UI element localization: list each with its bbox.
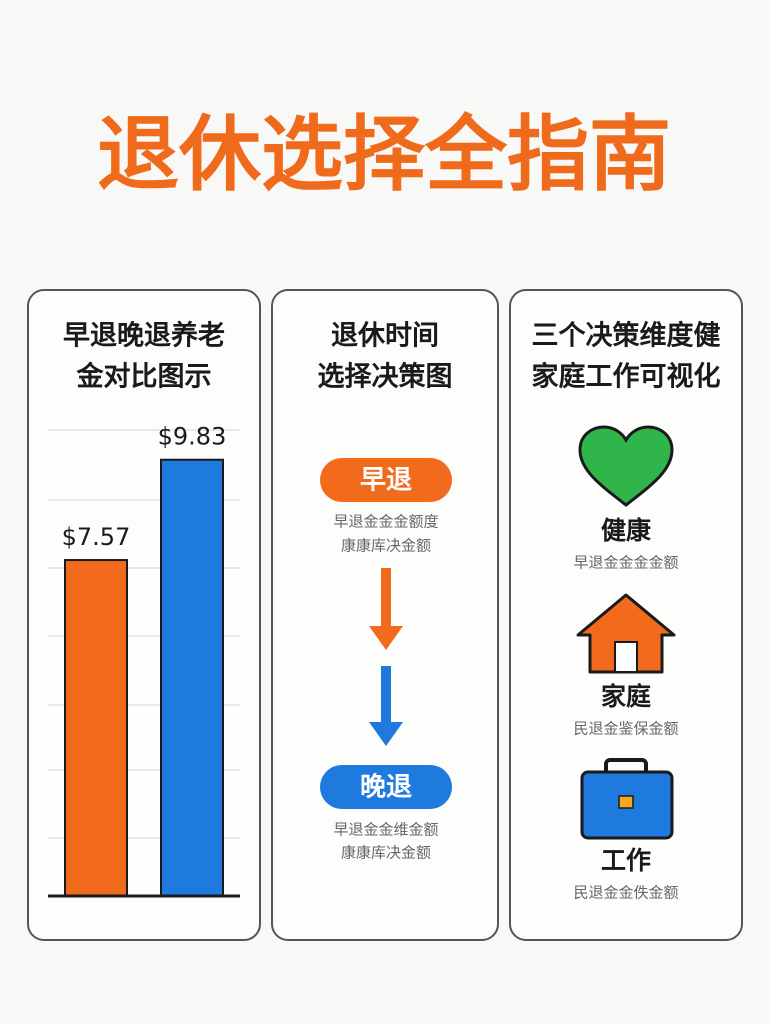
item-label: 工作 xyxy=(601,846,651,875)
panel-title: 选择决策图 xyxy=(318,361,453,393)
briefcase-clasp xyxy=(618,795,634,809)
note: 民退金鉴保金额 xyxy=(573,720,678,738)
heart-icon xyxy=(578,425,674,507)
chart-title: 早退晚退养老 xyxy=(63,320,225,352)
arrow xyxy=(369,666,403,746)
pill-label: 晚退 xyxy=(360,773,412,803)
panel-title: 三个决策维度健 xyxy=(532,320,721,352)
house-door xyxy=(614,641,638,673)
chart-title: 金对比图示 xyxy=(76,361,212,393)
value-label: $9.83 xyxy=(158,423,227,451)
note: 民退金金佚金额 xyxy=(573,884,678,902)
pill xyxy=(320,458,452,502)
main-title: 退休选择全指南 xyxy=(97,107,671,202)
panel-title: 家庭工作可视化 xyxy=(532,361,721,393)
bar-chart: $7.57 $9.83 xyxy=(48,423,240,898)
note: 康康库决金额 xyxy=(341,537,431,555)
note: 早退金金金金额 xyxy=(573,554,678,572)
pill xyxy=(320,765,452,809)
bar xyxy=(64,559,128,897)
item-label: 健康 xyxy=(601,516,652,545)
arrow xyxy=(369,568,403,650)
note: 早退金金维金额 xyxy=(333,821,438,839)
bar xyxy=(160,458,224,897)
note: 康康库决金额 xyxy=(341,844,431,862)
note: 早退金金金额度 xyxy=(333,513,438,531)
panel-title: 退休时间 xyxy=(331,321,439,352)
value-label: $7.57 xyxy=(62,523,131,551)
pill-label: 早退 xyxy=(360,466,412,496)
item-label: 家庭 xyxy=(601,682,651,711)
